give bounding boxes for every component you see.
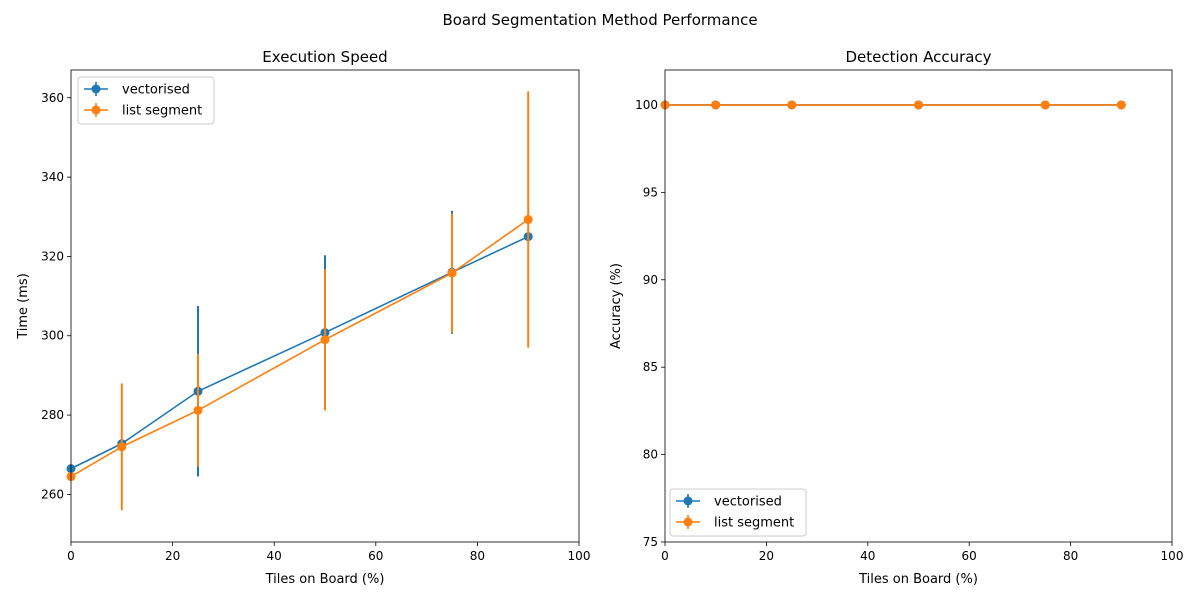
- y-tick-label: 95: [643, 185, 658, 199]
- legend-label: vectorised: [122, 83, 190, 98]
- detection-accuracy-chart: Detection Accuracy 0 20 40 60 80 100 75 80 85 90 95…: [609, 48, 1183, 587]
- y-tick-label: 340: [41, 170, 64, 184]
- legend: vectorised list segment: [77, 76, 215, 125]
- y-tick-label: 85: [643, 360, 658, 374]
- chart-title: Execution Speed: [262, 48, 387, 66]
- y-tick-label: 90: [643, 273, 658, 287]
- series-list-segment: [660, 100, 1126, 110]
- series-line: [70, 235, 529, 470]
- x-tick-label: 40: [267, 549, 282, 563]
- x-tick-label: 60: [368, 549, 383, 563]
- legend-marker: [683, 517, 693, 527]
- data-point: [523, 215, 533, 225]
- data-point: [193, 405, 203, 415]
- chart-title: Detection Accuracy: [845, 48, 991, 66]
- plot-frame: [70, 69, 580, 543]
- legend-marker: [683, 496, 693, 506]
- data-point: [320, 335, 330, 345]
- y-axis-label: Time (ms): [16, 273, 31, 340]
- x-tick-label: 40: [860, 549, 875, 563]
- x-tick-label: 20: [759, 549, 774, 563]
- data-point: [1116, 100, 1126, 110]
- execution-speed-chart: Execution Speed 0 20 40 60 80 100 260 280 300 320 3…: [16, 48, 590, 587]
- y-tick-label: 280: [41, 408, 64, 422]
- figure-suptitle: Board Segmentation Method Performance: [442, 11, 757, 29]
- legend-marker: [91, 84, 101, 94]
- data-point: [711, 100, 721, 110]
- legend-box: [77, 76, 215, 125]
- legend-marker: [91, 105, 101, 115]
- x-tick-label: 0: [661, 549, 669, 563]
- y-tick-label: 360: [41, 91, 64, 105]
- series-list-segment: [66, 91, 533, 511]
- x-tick-label: 80: [470, 549, 485, 563]
- data-point: [1040, 100, 1050, 110]
- y-axis-label: Accuracy (%): [609, 263, 624, 349]
- legend-label: list segment: [122, 104, 202, 119]
- series-vectorised: [66, 210, 533, 477]
- data-point: [117, 442, 127, 452]
- series-line: [70, 218, 529, 478]
- x-axis-label: Tiles on Board (%): [265, 572, 385, 587]
- legend-label: vectorised: [714, 495, 782, 510]
- legend: vectorised list segment: [669, 488, 807, 537]
- y-tick-label: 80: [643, 448, 658, 462]
- x-tick-label: 100: [1161, 549, 1184, 563]
- y-tick-label: 320: [41, 249, 64, 263]
- x-tick-label: 60: [962, 549, 977, 563]
- y-tick-label: 260: [41, 487, 64, 501]
- y-tick-label: 100: [635, 98, 658, 112]
- x-tick-label: 100: [568, 549, 591, 563]
- y-tick-label: 300: [41, 329, 64, 343]
- data-point: [447, 268, 457, 278]
- x-tick-label: 20: [165, 549, 180, 563]
- plot-frame: [664, 69, 1173, 543]
- legend-label: list segment: [714, 516, 794, 531]
- data-point: [787, 100, 797, 110]
- legend-box: [669, 488, 807, 537]
- x-tick-label: 0: [67, 549, 75, 563]
- x-tick-label: 80: [1063, 549, 1078, 563]
- data-point: [914, 100, 923, 110]
- x-axis-label: Tiles on Board (%): [858, 572, 978, 587]
- y-tick-label: 75: [643, 535, 658, 549]
